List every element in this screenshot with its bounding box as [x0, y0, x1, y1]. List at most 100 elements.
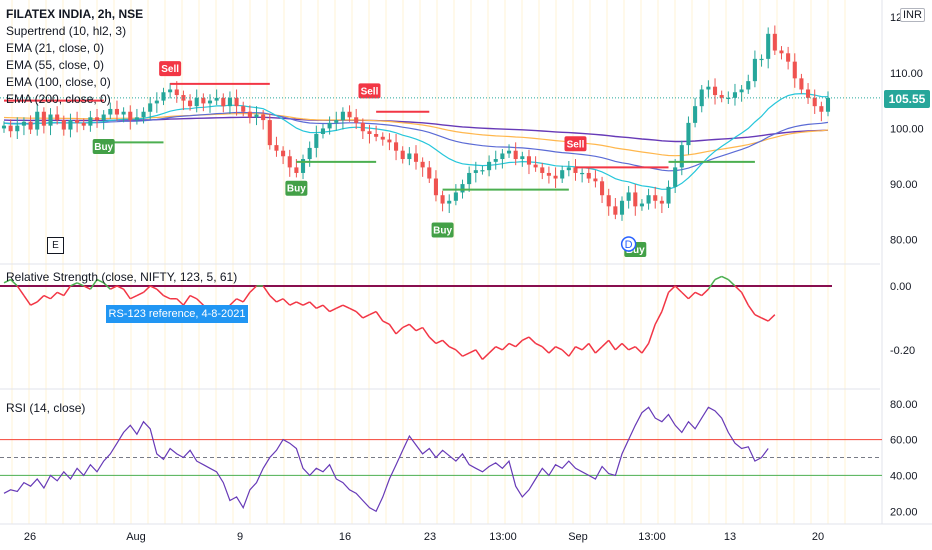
candle[interactable] [673, 167, 678, 187]
candle[interactable] [806, 89, 811, 98]
candle[interactable] [819, 106, 824, 112]
candle[interactable] [15, 125, 20, 132]
legend-ema55[interactable]: EMA (55, close, 0) [6, 58, 105, 72]
candle[interactable] [221, 97, 226, 107]
candle[interactable] [154, 100, 159, 104]
candle[interactable] [287, 156, 292, 168]
candle[interactable] [639, 203, 644, 207]
candle[interactable] [75, 120, 80, 123]
candle[interactable] [553, 175, 558, 179]
candle[interactable] [712, 86, 718, 96]
candle[interactable] [626, 192, 631, 201]
legend-ema100[interactable]: EMA (100, close, 0) [6, 75, 111, 89]
candle[interactable] [320, 128, 326, 134]
legend-ema21[interactable]: EMA (21, close, 0) [6, 41, 105, 55]
candle[interactable] [227, 97, 232, 107]
candle[interactable] [467, 172, 472, 185]
candle[interactable] [48, 114, 53, 126]
candle[interactable] [267, 120, 272, 146]
candle[interactable] [759, 58, 764, 61]
earnings-marker[interactable]: E [47, 237, 64, 254]
candle[interactable] [473, 170, 478, 173]
candle[interactable] [55, 114, 60, 121]
candle[interactable] [526, 156, 532, 165]
candle[interactable] [772, 33, 777, 51]
candle[interactable] [600, 181, 605, 196]
currency-badge[interactable]: INR [900, 8, 925, 22]
candle[interactable] [254, 114, 259, 118]
candle[interactable] [573, 167, 578, 173]
candle[interactable] [540, 167, 545, 173]
candle[interactable] [646, 195, 651, 204]
candle[interactable] [513, 150, 518, 160]
candle[interactable] [560, 170, 565, 179]
candle[interactable] [825, 97, 831, 112]
candle[interactable] [453, 192, 458, 201]
candle[interactable] [766, 33, 771, 59]
candle[interactable] [261, 114, 266, 121]
candle[interactable] [8, 125, 13, 132]
candle[interactable] [354, 117, 359, 123]
candle[interactable] [374, 134, 379, 137]
candle[interactable] [360, 122, 365, 132]
candle[interactable] [566, 167, 571, 171]
candle[interactable] [493, 159, 498, 162]
rsi-panel-title[interactable]: RSI (14, close) [6, 401, 86, 415]
candle[interactable] [533, 164, 538, 168]
candle[interactable] [201, 97, 206, 104]
candle[interactable] [88, 117, 93, 126]
candle[interactable] [274, 145, 279, 151]
candle[interactable] [653, 195, 658, 201]
candle[interactable] [752, 58, 757, 82]
candle[interactable] [394, 142, 399, 151]
candle[interactable] [194, 97, 199, 107]
candle[interactable] [420, 161, 425, 168]
candle[interactable] [487, 161, 492, 171]
candle[interactable] [387, 139, 392, 143]
candle[interactable] [347, 111, 352, 118]
candle[interactable] [327, 122, 332, 129]
candle[interactable] [666, 186, 671, 204]
candle[interactable] [41, 111, 46, 126]
candle[interactable] [732, 92, 738, 98]
candle[interactable] [726, 97, 731, 100]
candle[interactable] [174, 89, 179, 96]
candle[interactable] [61, 120, 66, 130]
candle[interactable] [407, 153, 412, 160]
candle[interactable] [121, 111, 126, 115]
candle[interactable] [367, 131, 372, 134]
candle[interactable] [413, 153, 419, 162]
candle[interactable] [114, 108, 120, 115]
candle[interactable] [307, 147, 312, 160]
rsi-line[interactable] [3, 406, 769, 513]
candle[interactable] [546, 172, 551, 176]
sell-signal[interactable] [564, 136, 587, 152]
candle[interactable] [440, 195, 445, 204]
candle[interactable] [281, 150, 286, 157]
candle[interactable] [68, 120, 73, 130]
candle[interactable] [380, 136, 385, 140]
legend-supertrend[interactable]: Supertrend (10, hl2, 3) [6, 24, 127, 38]
rsi-panel[interactable] [0, 406, 882, 513]
candle[interactable] [141, 111, 146, 118]
candle[interactable] [506, 150, 512, 154]
rs-panel-title[interactable]: Relative Strength (close, NIFTY, 123, 5,… [6, 270, 238, 284]
candle[interactable] [580, 172, 585, 175]
candle[interactable] [500, 153, 505, 160]
candle[interactable] [606, 195, 611, 207]
candle[interactable] [214, 97, 219, 101]
candle[interactable] [619, 200, 625, 215]
candle[interactable] [294, 167, 299, 173]
sell-signal[interactable] [159, 61, 182, 77]
symbol-title[interactable]: FILATEX INDIA, 2h, NSE [6, 7, 144, 21]
candle[interactable] [161, 92, 166, 101]
candle[interactable] [134, 117, 139, 121]
candle[interactable] [148, 103, 153, 112]
candle[interactable] [35, 111, 40, 130]
candle[interactable] [719, 95, 724, 98]
buy-signal[interactable] [431, 222, 454, 238]
buy-signal[interactable] [285, 180, 308, 196]
candle[interactable] [812, 97, 817, 107]
candle[interactable] [247, 111, 252, 118]
